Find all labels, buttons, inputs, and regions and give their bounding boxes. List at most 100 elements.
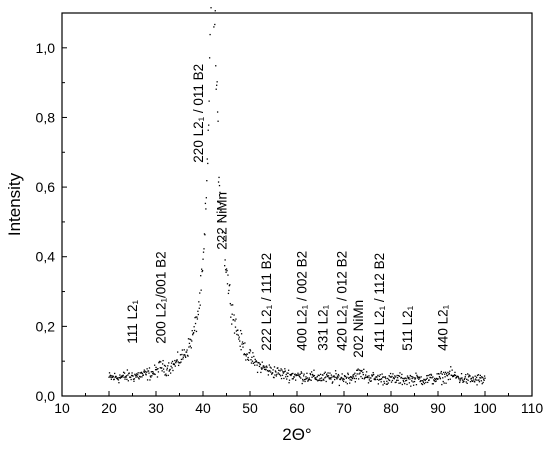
- data-point: [187, 355, 189, 357]
- data-point: [290, 373, 293, 376]
- data-point: [354, 372, 356, 374]
- data-point: [287, 369, 290, 371]
- data-point: [254, 358, 256, 361]
- peak-label: 200 L2₁/001 B2: [153, 251, 168, 343]
- data-point: [366, 375, 369, 378]
- data-point: [180, 358, 183, 361]
- data-point: [255, 361, 258, 363]
- data-point: [353, 373, 355, 376]
- data-point: [235, 318, 237, 320]
- data-point: [469, 381, 472, 383]
- data-point: [228, 289, 230, 292]
- data-point: [394, 381, 396, 384]
- data-point: [348, 377, 350, 379]
- data-point: [263, 366, 265, 369]
- data-point: [278, 369, 280, 371]
- data-point: [125, 376, 127, 378]
- data-point: [413, 380, 416, 383]
- data-point: [128, 372, 130, 374]
- data-point: [468, 374, 470, 376]
- data-point: [171, 360, 174, 363]
- data-point: [159, 367, 161, 369]
- data-point: [461, 379, 464, 381]
- peak-label: 411 L2₁ / 112 B2: [372, 253, 387, 351]
- data-point: [378, 379, 380, 381]
- data-point: [281, 369, 283, 371]
- data-point: [379, 378, 381, 381]
- data-point: [125, 375, 128, 377]
- data-point: [386, 380, 388, 382]
- data-point: [190, 347, 192, 349]
- data-point: [430, 374, 433, 376]
- data-point: [368, 375, 370, 377]
- data-point: [305, 376, 307, 378]
- data-point: [419, 380, 421, 383]
- data-point: [146, 371, 148, 373]
- data-point: [179, 354, 182, 356]
- data-point: [122, 374, 124, 376]
- data-point: [258, 365, 261, 368]
- data-point: [440, 372, 442, 374]
- data-point: [472, 377, 474, 379]
- data-point: [176, 359, 178, 361]
- data-point: [370, 380, 372, 382]
- data-point: [193, 329, 196, 332]
- data-point: [447, 371, 449, 374]
- data-point: [238, 338, 240, 340]
- data-point: [446, 375, 449, 377]
- data-point: [369, 380, 372, 382]
- data-point: [308, 378, 310, 380]
- data-point: [402, 379, 404, 382]
- data-point: [451, 374, 453, 376]
- data-point: [454, 371, 456, 374]
- data-point: [341, 373, 343, 375]
- data-point: [182, 358, 184, 360]
- data-point: [344, 375, 347, 378]
- y-axis-title: Intensity: [5, 172, 24, 236]
- data-point: [403, 378, 405, 380]
- data-point: [405, 379, 408, 381]
- data-point: [408, 376, 410, 379]
- data-point: [371, 375, 373, 377]
- data-point: [208, 57, 211, 59]
- data-point: [428, 374, 431, 376]
- data-point: [300, 377, 302, 379]
- data-point: [467, 373, 469, 375]
- data-point: [352, 376, 355, 378]
- data-point: [205, 208, 207, 210]
- data-point: [186, 354, 189, 357]
- data-point: [146, 368, 148, 370]
- data-point: [330, 374, 333, 376]
- data-point: [200, 275, 202, 277]
- data-point: [475, 378, 477, 380]
- data-point: [135, 376, 137, 378]
- data-point: [271, 373, 273, 375]
- data-point: [201, 270, 203, 273]
- data-point: [464, 376, 466, 378]
- data-point: [163, 371, 165, 373]
- data-point: [416, 374, 418, 376]
- data-point: [126, 378, 128, 381]
- data-point: [266, 366, 268, 368]
- data-point: [339, 378, 341, 381]
- data-point: [222, 240, 224, 243]
- data-point: [421, 380, 423, 382]
- data-point: [198, 307, 200, 309]
- data-point: [177, 351, 179, 353]
- data-point: [204, 202, 207, 205]
- data-point: [346, 376, 348, 378]
- data-point: [277, 372, 279, 374]
- data-point: [149, 379, 151, 381]
- data-point: [112, 376, 114, 378]
- x-axis-title: 2Θ°: [282, 425, 311, 444]
- data-point: [481, 383, 483, 385]
- data-point: [168, 362, 170, 364]
- data-point: [274, 374, 276, 376]
- data-point: [423, 382, 426, 385]
- data-point: [219, 203, 222, 205]
- data-point: [140, 371, 143, 374]
- data-point: [220, 220, 223, 222]
- data-point: [130, 374, 133, 377]
- data-point: [232, 319, 235, 321]
- data-point: [175, 362, 177, 364]
